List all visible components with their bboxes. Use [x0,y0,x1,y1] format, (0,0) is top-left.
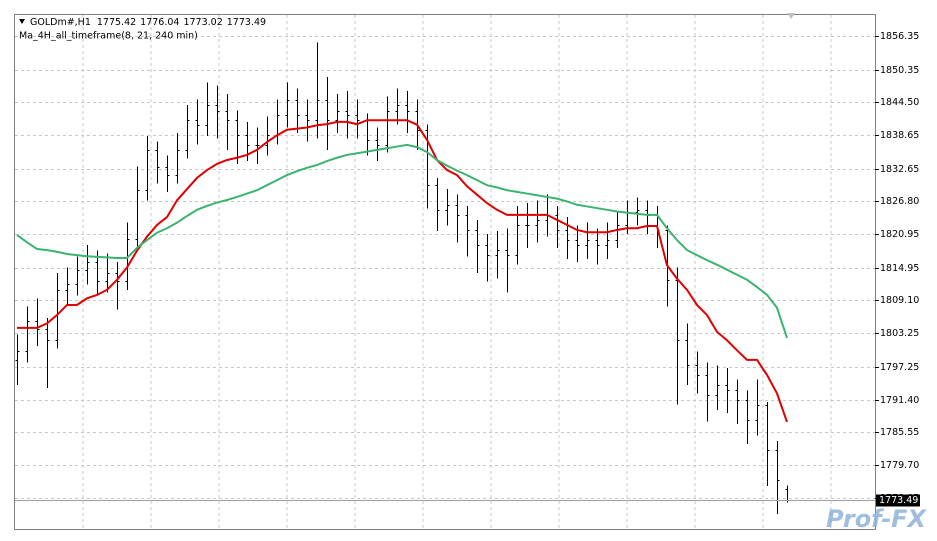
plot-frame [14,14,876,530]
y-tick-label: 1809.10 [880,295,919,306]
low-value: 1773.02 [183,17,222,28]
y-tick-label: 1850.35 [880,65,919,76]
high-value: 1776.04 [140,17,179,28]
symbol: GOLDm#,H1 [30,17,91,28]
current-price-box [876,494,920,507]
watermark: Prof-FX [826,505,928,533]
y-tick-label: 1826.80 [880,196,919,207]
current-price-label: 1773.49 [879,495,918,506]
y-tick-label: 1785.55 [880,427,919,438]
open-value: 1775.42 [97,17,136,28]
y-tick-label: 1820.95 [880,229,919,240]
shift-marker [787,13,795,19]
y-tick-label: 1832.65 [880,164,919,175]
y-tick-label: 1844.50 [880,97,919,108]
y-tick-label: 1856.35 [880,31,919,42]
y-tick-label: 1838.65 [880,130,919,141]
moving-average-line [17,119,788,423]
moving-average-line [16,143,788,339]
indicator-label: Ma_4H_all_timeframe(8, 21, 240 min) [19,31,198,42]
price-axis: 1856.35 1850.35 1844.50 1838.65 1832.65 1826.… [875,31,920,507]
y-tick-label: 1791.40 [880,395,919,406]
y-tick-label: 1814.95 [880,263,919,274]
header-arrow [19,19,25,24]
y-tick-label: 1797.25 [880,362,919,373]
symbol-header: GOLDm#,H1 1775.42 1776.04 1773.02 1773.49 [30,17,266,28]
close-value: 1773.49 [227,17,266,28]
plot [15,42,875,514]
y-tick-label: 1779.70 [880,460,919,471]
y-tick-label: 1803.25 [880,328,919,339]
